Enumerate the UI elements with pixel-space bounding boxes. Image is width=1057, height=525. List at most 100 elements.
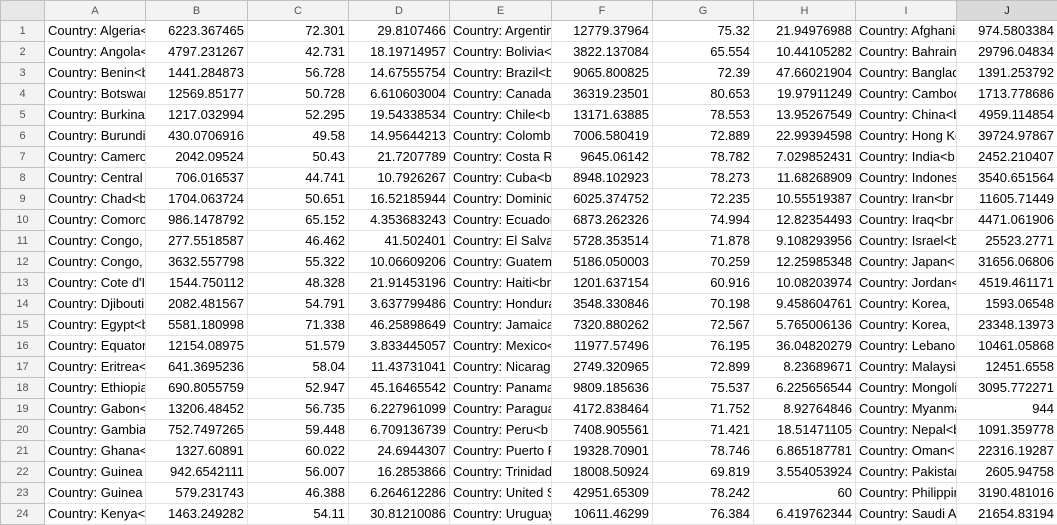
cell-b[interactable]: 1463.249282 — [146, 504, 248, 525]
cell-d[interactable]: 21.91453196 — [349, 273, 450, 294]
cell-g[interactable]: 80.653 — [653, 84, 754, 105]
cell-f[interactable]: 5728.353514 — [552, 231, 653, 252]
cell-c[interactable]: 71.338 — [248, 315, 349, 336]
cell-e[interactable]: Country: Panama — [450, 378, 552, 399]
column-header-a[interactable]: A — [45, 1, 146, 21]
cell-i[interactable]: Country: Bangladesh — [856, 63, 957, 84]
cell-e[interactable]: Country: Canada — [450, 84, 552, 105]
cell-h[interactable]: 9.458604761 — [754, 294, 856, 315]
cell-h[interactable]: 19.97911249 — [754, 84, 856, 105]
cell-j[interactable]: 10461.05868 — [957, 336, 1057, 357]
cell-e[interactable]: Country: Bolivia< — [450, 42, 552, 63]
cell-i[interactable]: Country: Jordan< — [856, 273, 957, 294]
cell-d[interactable]: 29.8107466 — [349, 21, 450, 42]
cell-j[interactable]: 1593.06548 — [957, 294, 1057, 315]
cell-a[interactable]: Country: Botswana — [45, 84, 146, 105]
cell-b[interactable]: 3632.557798 — [146, 252, 248, 273]
cell-b[interactable]: 690.8055759 — [146, 378, 248, 399]
cell-c[interactable]: 55.322 — [248, 252, 349, 273]
cell-c[interactable]: 54.791 — [248, 294, 349, 315]
cell-g[interactable]: 78.273 — [653, 168, 754, 189]
cell-e[interactable]: Country: El Salvador — [450, 231, 552, 252]
cell-a[interactable]: Country: Eritrea< — [45, 357, 146, 378]
cell-h[interactable]: 8.23689671 — [754, 357, 856, 378]
row-header[interactable]: 7 — [1, 147, 45, 168]
cell-d[interactable]: 6.610603004 — [349, 84, 450, 105]
cell-h[interactable]: 60 — [754, 483, 856, 504]
cell-i[interactable]: Country: Hong Kong — [856, 126, 957, 147]
column-header-j[interactable]: J — [957, 1, 1057, 21]
cell-a[interactable]: Country: Gabon< — [45, 399, 146, 420]
cell-e[interactable]: Country: Colombia — [450, 126, 552, 147]
cell-g[interactable]: 72.567 — [653, 315, 754, 336]
cell-b[interactable]: 1327.60891 — [146, 441, 248, 462]
row-header[interactable]: 5 — [1, 105, 45, 126]
cell-g[interactable]: 71.878 — [653, 231, 754, 252]
cell-j[interactable]: 2605.94758 — [957, 462, 1057, 483]
cell-g[interactable]: 75.32 — [653, 21, 754, 42]
cell-j[interactable]: 29796.04834 — [957, 42, 1057, 63]
cell-a[interactable]: Country: Cote d'Ivoire — [45, 273, 146, 294]
cell-b[interactable]: 1441.284873 — [146, 63, 248, 84]
cell-j[interactable]: 21654.83194 — [957, 504, 1057, 525]
cell-h[interactable]: 7.029852431 — [754, 147, 856, 168]
row-header[interactable]: 8 — [1, 168, 45, 189]
row-header[interactable]: 2 — [1, 42, 45, 63]
row-header[interactable]: 9 — [1, 189, 45, 210]
cell-a[interactable]: Country: Comoros — [45, 210, 146, 231]
cell-c[interactable]: 46.388 — [248, 483, 349, 504]
cell-d[interactable]: 6.227961099 — [349, 399, 450, 420]
cell-a[interactable]: Country: Angola< — [45, 42, 146, 63]
cell-e[interactable]: Country: Nicaragua — [450, 357, 552, 378]
cell-c[interactable]: 52.295 — [248, 105, 349, 126]
cell-f[interactable]: 2749.320965 — [552, 357, 653, 378]
cell-h[interactable]: 36.04820279 — [754, 336, 856, 357]
cell-i[interactable]: Country: Indonesia — [856, 168, 957, 189]
cell-e[interactable]: Country: Chile<b — [450, 105, 552, 126]
cell-f[interactable]: 7408.905561 — [552, 420, 653, 441]
cell-h[interactable]: 3.554053924 — [754, 462, 856, 483]
row-header[interactable]: 23 — [1, 483, 45, 504]
cell-f[interactable]: 1201.637154 — [552, 273, 653, 294]
cell-b[interactable]: 4797.231267 — [146, 42, 248, 63]
cell-i[interactable]: Country: Korea, — [856, 315, 957, 336]
row-header[interactable]: 3 — [1, 63, 45, 84]
cell-j[interactable]: 1391.253792 — [957, 63, 1057, 84]
cell-j[interactable]: 2452.210407 — [957, 147, 1057, 168]
cell-c[interactable]: 51.579 — [248, 336, 349, 357]
cell-j[interactable]: 3540.651564 — [957, 168, 1057, 189]
cell-e[interactable]: Country: Ecuador — [450, 210, 552, 231]
cell-a[interactable]: Country: Guinea — [45, 462, 146, 483]
cell-i[interactable]: Country: Mongolia — [856, 378, 957, 399]
cell-d[interactable]: 6.709136739 — [349, 420, 450, 441]
cell-a[interactable]: Country: Guinea — [45, 483, 146, 504]
cell-g[interactable]: 72.899 — [653, 357, 754, 378]
cell-i[interactable]: Country: Korea, — [856, 294, 957, 315]
cell-i[interactable]: Country: Bahrain — [856, 42, 957, 63]
cell-b[interactable]: 12569.85177 — [146, 84, 248, 105]
cell-h[interactable]: 11.68268909 — [754, 168, 856, 189]
row-header[interactable]: 16 — [1, 336, 45, 357]
cell-d[interactable]: 41.502401 — [349, 231, 450, 252]
cell-g[interactable]: 60.916 — [653, 273, 754, 294]
cell-h[interactable]: 21.94976988 — [754, 21, 856, 42]
cell-j[interactable]: 4959.114854 — [957, 105, 1057, 126]
cell-g[interactable]: 65.554 — [653, 42, 754, 63]
cell-j[interactable]: 974.5803384 — [957, 21, 1057, 42]
cell-d[interactable]: 10.06609206 — [349, 252, 450, 273]
cell-e[interactable]: Country: Honduras — [450, 294, 552, 315]
column-header-c[interactable]: C — [248, 1, 349, 21]
cell-b[interactable]: 579.231743 — [146, 483, 248, 504]
row-header[interactable]: 18 — [1, 378, 45, 399]
cell-i[interactable]: Country: Afghanistan — [856, 21, 957, 42]
cell-e[interactable]: Country: Jamaica — [450, 315, 552, 336]
row-header[interactable]: 15 — [1, 315, 45, 336]
cell-e[interactable]: Country: Trinidad — [450, 462, 552, 483]
cell-d[interactable]: 10.7926267 — [349, 168, 450, 189]
cell-a[interactable]: Country: Equatorial — [45, 336, 146, 357]
cell-f[interactable]: 9809.185636 — [552, 378, 653, 399]
cell-b[interactable]: 986.1478792 — [146, 210, 248, 231]
cell-c[interactable]: 48.328 — [248, 273, 349, 294]
cell-i[interactable]: Country: Lebanon — [856, 336, 957, 357]
cell-c[interactable]: 50.651 — [248, 189, 349, 210]
